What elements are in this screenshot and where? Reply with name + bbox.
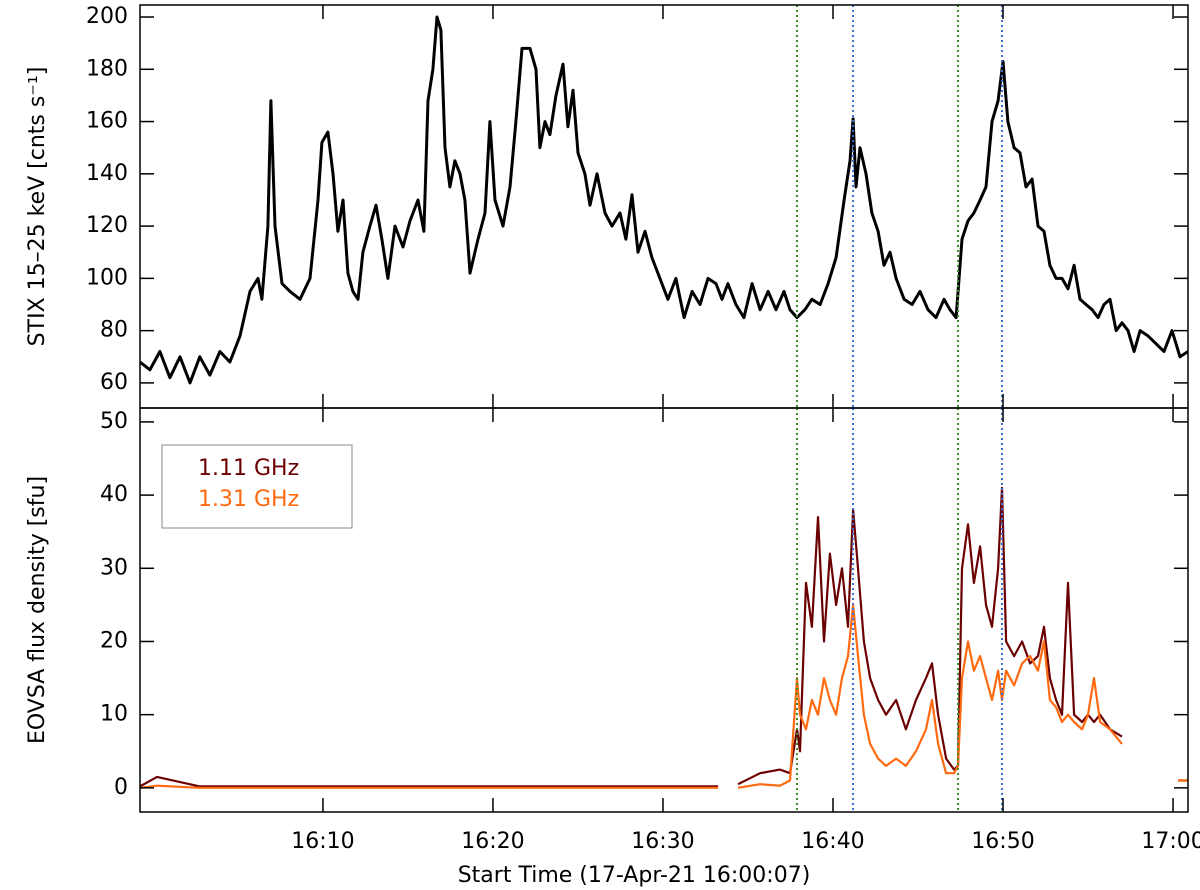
y-tick-label: 60 xyxy=(100,370,128,395)
panel-frame xyxy=(139,407,1189,813)
y-tick-label: 30 xyxy=(100,555,128,580)
y-axis-label: STIX 15–25 keV [cnts s⁻¹] xyxy=(25,67,50,347)
y-axis-label: EOVSA flux density [sfu] xyxy=(25,476,50,744)
y-tick-label: 40 xyxy=(100,482,128,507)
x-tick-label: 16:50 xyxy=(971,829,1034,854)
y-tick-label: 50 xyxy=(100,409,128,434)
x-tick-label: 17:00 xyxy=(1141,829,1200,854)
x-axis-label: Start Time (17-Apr-21 16:00:07) xyxy=(458,863,811,888)
y-tick-label: 80 xyxy=(100,318,128,343)
panel-frame xyxy=(139,4,1189,409)
legend-box xyxy=(161,444,353,529)
legend-entry: 1.31 GHz xyxy=(198,487,299,512)
x-tick-label: 16:20 xyxy=(461,829,524,854)
legend-entry: 1.11 GHz xyxy=(198,456,299,481)
plot-area xyxy=(140,5,1188,408)
x-tick-label: 16:30 xyxy=(631,829,694,854)
y-tick-label: 10 xyxy=(100,702,128,727)
y-tick-label: 120 xyxy=(86,213,128,238)
data-line xyxy=(140,15,1188,385)
data-line xyxy=(140,486,1188,788)
y-tick-label: 200 xyxy=(86,4,128,29)
x-tick-label: 16:10 xyxy=(291,829,354,854)
y-tick-label: 100 xyxy=(86,265,128,290)
y-tick-label: 0 xyxy=(114,775,128,800)
y-tick-label: 160 xyxy=(86,109,128,134)
plot-area xyxy=(140,408,1188,812)
y-tick-label: 140 xyxy=(86,161,128,186)
y-tick-label: 20 xyxy=(100,628,128,653)
x-tick-label: 16:40 xyxy=(801,829,864,854)
y-tick-label: 180 xyxy=(86,56,128,81)
data-line xyxy=(140,603,1188,789)
